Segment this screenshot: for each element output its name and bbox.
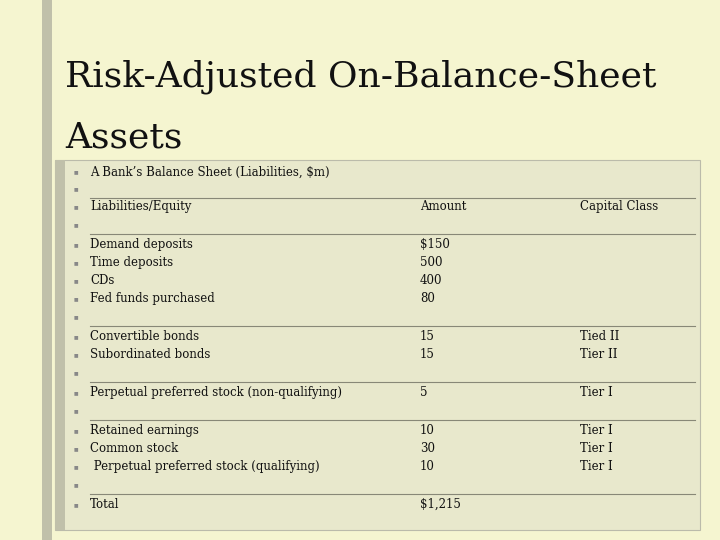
Text: ■: ■ <box>73 352 78 357</box>
Text: A Bank’s Balance Sheet (Liabilities, $m): A Bank’s Balance Sheet (Liabilities, $m) <box>90 165 330 179</box>
Text: Perpetual preferred stock (non-qualifying): Perpetual preferred stock (non-qualifyin… <box>90 386 342 399</box>
Text: 80: 80 <box>420 292 435 305</box>
Text: ■: ■ <box>73 370 78 375</box>
Text: Total: Total <box>90 498 120 511</box>
Text: Risk-Adjusted On-Balance-Sheet: Risk-Adjusted On-Balance-Sheet <box>65 60 657 94</box>
Text: ■: ■ <box>73 170 78 174</box>
Text: ■: ■ <box>73 464 78 469</box>
Text: Tier II: Tier II <box>580 348 618 361</box>
Text: Amount: Amount <box>420 200 467 213</box>
Text: ■: ■ <box>73 186 78 191</box>
Text: ■: ■ <box>73 222 78 227</box>
Text: ■: ■ <box>73 334 78 339</box>
Text: Tier I: Tier I <box>580 424 613 437</box>
Text: Subordinated bonds: Subordinated bonds <box>90 348 210 361</box>
Text: ■: ■ <box>73 502 78 507</box>
Text: 10: 10 <box>420 460 435 472</box>
Text: Tier I: Tier I <box>580 386 613 399</box>
Text: Common stock: Common stock <box>90 442 179 455</box>
Text: CDs: CDs <box>90 274 114 287</box>
Text: Retained earnings: Retained earnings <box>90 424 199 437</box>
Text: 5: 5 <box>420 386 428 399</box>
Text: ■: ■ <box>73 260 78 265</box>
Text: ■: ■ <box>73 204 78 208</box>
Text: Time deposits: Time deposits <box>90 256 173 269</box>
Text: ■: ■ <box>73 296 78 301</box>
Text: 30: 30 <box>420 442 435 455</box>
Bar <box>55 160 700 530</box>
Text: 15: 15 <box>420 330 435 343</box>
Text: ■: ■ <box>73 408 78 413</box>
Text: ■: ■ <box>73 242 78 247</box>
Text: Convertible bonds: Convertible bonds <box>90 330 199 343</box>
Text: Perpetual preferred stock (qualifying): Perpetual preferred stock (qualifying) <box>90 460 320 472</box>
Text: Capital Class: Capital Class <box>580 200 658 213</box>
Text: ■: ■ <box>73 390 78 395</box>
Text: Tier I: Tier I <box>580 460 613 472</box>
Text: Assets: Assets <box>65 120 182 154</box>
Text: Tied II: Tied II <box>580 330 619 343</box>
Bar <box>42 0 52 540</box>
Text: Liabilities/Equity: Liabilities/Equity <box>90 200 192 213</box>
Text: Fed funds purchased: Fed funds purchased <box>90 292 215 305</box>
Text: Tier I: Tier I <box>580 442 613 455</box>
Text: 400: 400 <box>420 274 443 287</box>
Text: ■: ■ <box>73 446 78 451</box>
Text: ■: ■ <box>73 482 78 487</box>
Text: 500: 500 <box>420 256 443 269</box>
Text: Demand deposits: Demand deposits <box>90 238 193 251</box>
Bar <box>55 160 65 530</box>
Text: ■: ■ <box>73 314 78 319</box>
Text: $1,215: $1,215 <box>420 498 461 511</box>
Text: $150: $150 <box>420 238 450 251</box>
Text: 10: 10 <box>420 424 435 437</box>
Text: ■: ■ <box>73 278 78 283</box>
Text: ■: ■ <box>73 428 78 433</box>
Text: 15: 15 <box>420 348 435 361</box>
